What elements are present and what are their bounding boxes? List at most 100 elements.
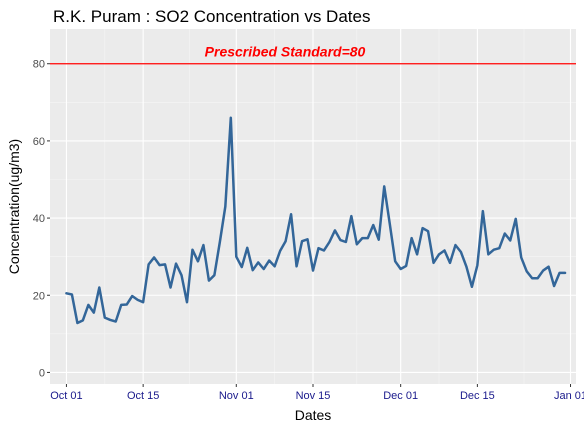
data-point: [564, 272, 566, 274]
y-axis-title: Concentration(ug/m3): [6, 139, 22, 274]
x-tick-label: Nov 01: [219, 390, 254, 402]
data-point: [126, 303, 128, 305]
data-point: [241, 266, 243, 268]
data-point: [378, 238, 380, 240]
data-point: [290, 213, 292, 215]
data-point: [246, 247, 248, 249]
data-point: [295, 265, 297, 267]
data-point: [158, 264, 160, 266]
data-point: [427, 230, 429, 232]
data-point: [120, 304, 122, 306]
data-point: [389, 222, 391, 224]
data-point: [399, 268, 401, 270]
data-point: [432, 262, 434, 264]
data-point: [268, 259, 270, 261]
data-point: [482, 210, 484, 212]
data-point: [520, 256, 522, 258]
data-point: [487, 253, 489, 255]
y-tick-label: 0: [39, 367, 45, 379]
reference-line-label: Prescribed Standard=80: [205, 44, 366, 60]
data-point: [498, 247, 500, 249]
data-point: [345, 241, 347, 243]
data-point: [509, 239, 511, 241]
data-point: [410, 237, 412, 239]
data-point: [202, 244, 204, 246]
data-point: [394, 260, 396, 262]
data-point: [136, 299, 138, 301]
x-axis-title: Dates: [295, 407, 332, 423]
data-point: [553, 285, 555, 287]
x-tick-label: Dec 01: [383, 390, 418, 402]
data-point: [153, 256, 155, 258]
data-point: [279, 250, 281, 252]
data-point: [169, 286, 171, 288]
data-point: [334, 229, 336, 231]
data-point: [257, 261, 259, 263]
y-tick-label: 60: [33, 136, 45, 148]
data-point: [317, 247, 319, 249]
data-point: [76, 322, 78, 324]
data-point: [213, 274, 215, 276]
y-tick-label: 20: [33, 290, 45, 302]
data-point: [186, 301, 188, 303]
data-point: [383, 185, 385, 187]
data-point: [71, 293, 73, 295]
data-point: [301, 240, 303, 242]
data-point: [306, 238, 308, 240]
chart-title: R.K. Puram : SO2 Concentration vs Dates: [53, 7, 370, 26]
data-point: [367, 237, 369, 239]
x-tick-label: Dec 15: [460, 390, 495, 402]
data-point: [476, 264, 478, 266]
data-point: [416, 253, 418, 255]
data-point: [82, 319, 84, 321]
data-point: [454, 244, 456, 246]
data-point: [131, 295, 133, 297]
data-point: [525, 270, 527, 272]
data-point: [449, 262, 451, 264]
data-point: [339, 239, 341, 241]
x-axis: Oct 01 Oct 15 Nov 01 Nov 15 Dec 01 Dec 15 Jan …: [50, 384, 584, 402]
data-point: [197, 260, 199, 262]
data-point: [361, 237, 363, 239]
data-point: [515, 218, 517, 220]
y-tick-label: 40: [33, 213, 45, 225]
data-point: [356, 243, 358, 245]
data-point: [443, 249, 445, 251]
data-point: [115, 320, 117, 322]
data-point: [405, 265, 407, 267]
data-point: [87, 304, 89, 306]
data-point: [219, 241, 221, 243]
data-point: [323, 249, 325, 251]
data-point: [104, 316, 106, 318]
data-point: [531, 277, 533, 279]
data-point: [175, 262, 177, 264]
data-point: [65, 292, 67, 294]
data-point: [328, 241, 330, 243]
data-point: [421, 227, 423, 229]
x-tick-label: Oct 01: [50, 390, 82, 402]
x-tick-label: Nov 15: [296, 390, 331, 402]
y-tick-label: 80: [33, 59, 45, 71]
data-point: [547, 266, 549, 268]
data-point: [191, 249, 193, 251]
y-axis: 0 20 40 60 80: [33, 59, 50, 379]
data-point: [460, 251, 462, 253]
data-point: [312, 269, 314, 271]
data-point: [235, 255, 237, 257]
data-point: [542, 269, 544, 271]
data-point: [93, 311, 95, 313]
x-tick-label: Jan 01: [554, 390, 584, 402]
data-point: [536, 277, 538, 279]
data-point: [273, 265, 275, 267]
data-point: [284, 240, 286, 242]
data-point: [438, 253, 440, 255]
data-point: [465, 266, 467, 268]
data-point: [230, 117, 232, 119]
data-point: [109, 319, 111, 321]
data-point: [180, 274, 182, 276]
series-line-so2: [65, 116, 567, 325]
data-point: [558, 272, 560, 274]
data-point: [350, 215, 352, 217]
data-point: [147, 263, 149, 265]
